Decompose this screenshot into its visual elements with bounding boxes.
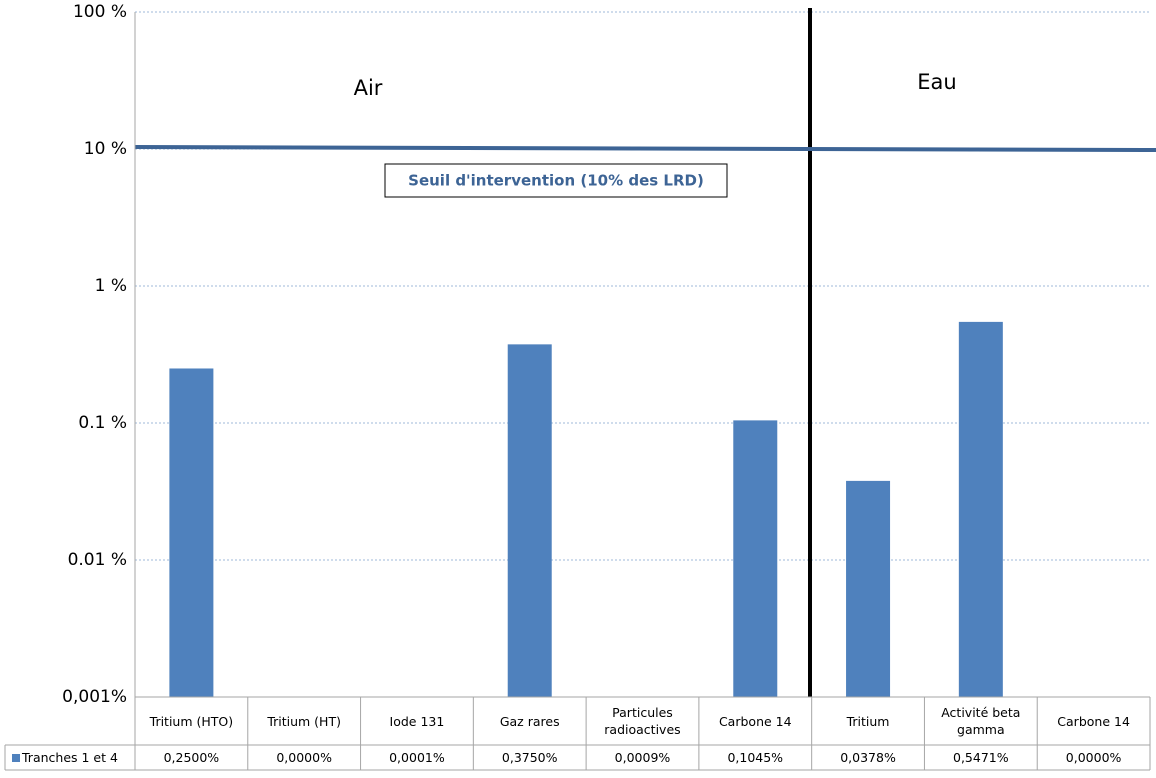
y-tick-label: 0.1 % — [78, 413, 127, 433]
category-label: Carbone 14 — [1057, 713, 1130, 729]
value-label: 0,0378% — [840, 750, 896, 765]
category-label: Iode 131 — [389, 713, 445, 729]
y-tick-label: 1 % — [95, 276, 127, 296]
category-label: Carbone 14 — [718, 713, 792, 729]
category-label: Particules radioactives — [604, 705, 681, 737]
bar — [169, 368, 214, 697]
bar — [507, 344, 552, 697]
legend-label: Tranches 1 et 4 — [22, 750, 118, 765]
category-label: Activité beta gamma — [941, 705, 1021, 737]
value-label: 0,3750% — [501, 750, 558, 765]
value-label: 0,1045% — [727, 750, 784, 765]
bar — [846, 480, 891, 697]
category-label: Tritium — [846, 713, 890, 729]
value-label: 0,5471% — [953, 750, 1009, 765]
value-label: 0,0001% — [389, 750, 445, 765]
category-label: Gaz rares — [499, 713, 560, 729]
bar — [958, 321, 1003, 697]
bar — [733, 420, 778, 697]
legend-swatch — [12, 754, 20, 762]
group-label: Air — [354, 76, 383, 100]
annotation: Seuil d'intervention (10% des LRD) — [408, 172, 704, 190]
y-tick-label: 0.01 % — [68, 550, 127, 570]
threshold-line — [134, 145, 1156, 152]
y-tick-label: 100 % — [73, 2, 127, 22]
y-tick-label: 10 % — [84, 139, 127, 159]
category-label: Tritium (HT) — [267, 713, 341, 729]
value-label: 0,0000% — [276, 750, 332, 765]
annotation-box — [384, 163, 728, 198]
category-label: Tritium (HTO) — [149, 713, 234, 729]
y-tick-label: 0,001% — [62, 687, 127, 707]
group-label: Eau — [917, 70, 956, 94]
value-label: 0,0009% — [614, 750, 671, 765]
value-label: 0,2500% — [163, 750, 220, 765]
value-label: 0,0000% — [1065, 750, 1122, 765]
